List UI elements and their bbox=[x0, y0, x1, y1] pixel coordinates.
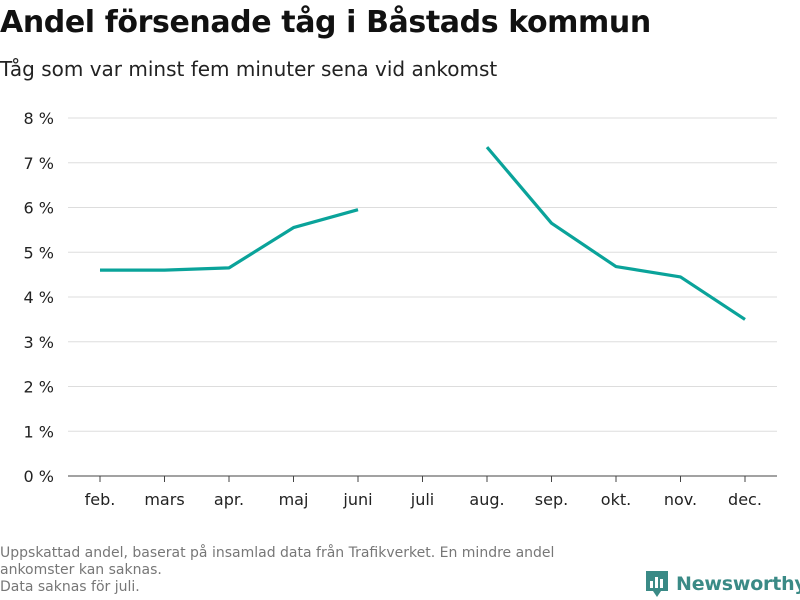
x-tick-label: maj bbox=[279, 490, 309, 509]
series-line-0 bbox=[100, 146, 746, 321]
x-tick-label: sep. bbox=[535, 490, 568, 509]
x-tick-label: okt. bbox=[601, 490, 631, 509]
footnote: Uppskattad andel, baserat på insamlad da… bbox=[0, 545, 640, 596]
x-tick-label: mars bbox=[144, 490, 184, 509]
chart-subtitle: Tåg som var minst fem minuter sena vid a… bbox=[0, 57, 498, 81]
y-tick-label: 7 % bbox=[24, 154, 54, 173]
y-tick-label: 4 % bbox=[24, 288, 54, 307]
brand-logo: Newsworthy bbox=[644, 568, 800, 600]
chart-title: Andel försenade tåg i Båstads kommun bbox=[0, 5, 651, 40]
y-tick-label: 3 % bbox=[24, 333, 54, 352]
y-tick-label: 2 % bbox=[24, 378, 54, 397]
y-tick-label: 6 % bbox=[24, 199, 54, 218]
x-tick-label: dec. bbox=[728, 490, 762, 509]
brand-name: Newsworthy bbox=[676, 573, 800, 595]
x-tick-label: apr. bbox=[214, 490, 244, 509]
y-tick-label: 5 % bbox=[24, 243, 54, 262]
x-tick-label: aug. bbox=[469, 490, 504, 509]
newsworthy-logo-icon bbox=[646, 571, 668, 597]
x-tick-label: feb. bbox=[85, 490, 116, 509]
line-chart: 0 % 1 % 2 % 3 % 4 % 5 % 6 % 7 % 8 % feb. mars apr. m… bbox=[24, 109, 777, 509]
footnote-line-2: ankomster kan saknas. bbox=[0, 562, 162, 578]
footnote-line-1: Uppskattad andel, baserat på insamlad da… bbox=[0, 545, 555, 561]
footnote-line-3: Data saknas för juli. bbox=[0, 579, 140, 595]
x-tick-label: nov. bbox=[664, 490, 697, 509]
x-tick-label: juni bbox=[342, 490, 372, 509]
x-tick-label: juli bbox=[410, 490, 434, 509]
y-tick-label: 1 % bbox=[24, 422, 54, 441]
y-tick-label: 8 % bbox=[24, 109, 54, 128]
y-tick-label: 0 % bbox=[24, 467, 54, 486]
